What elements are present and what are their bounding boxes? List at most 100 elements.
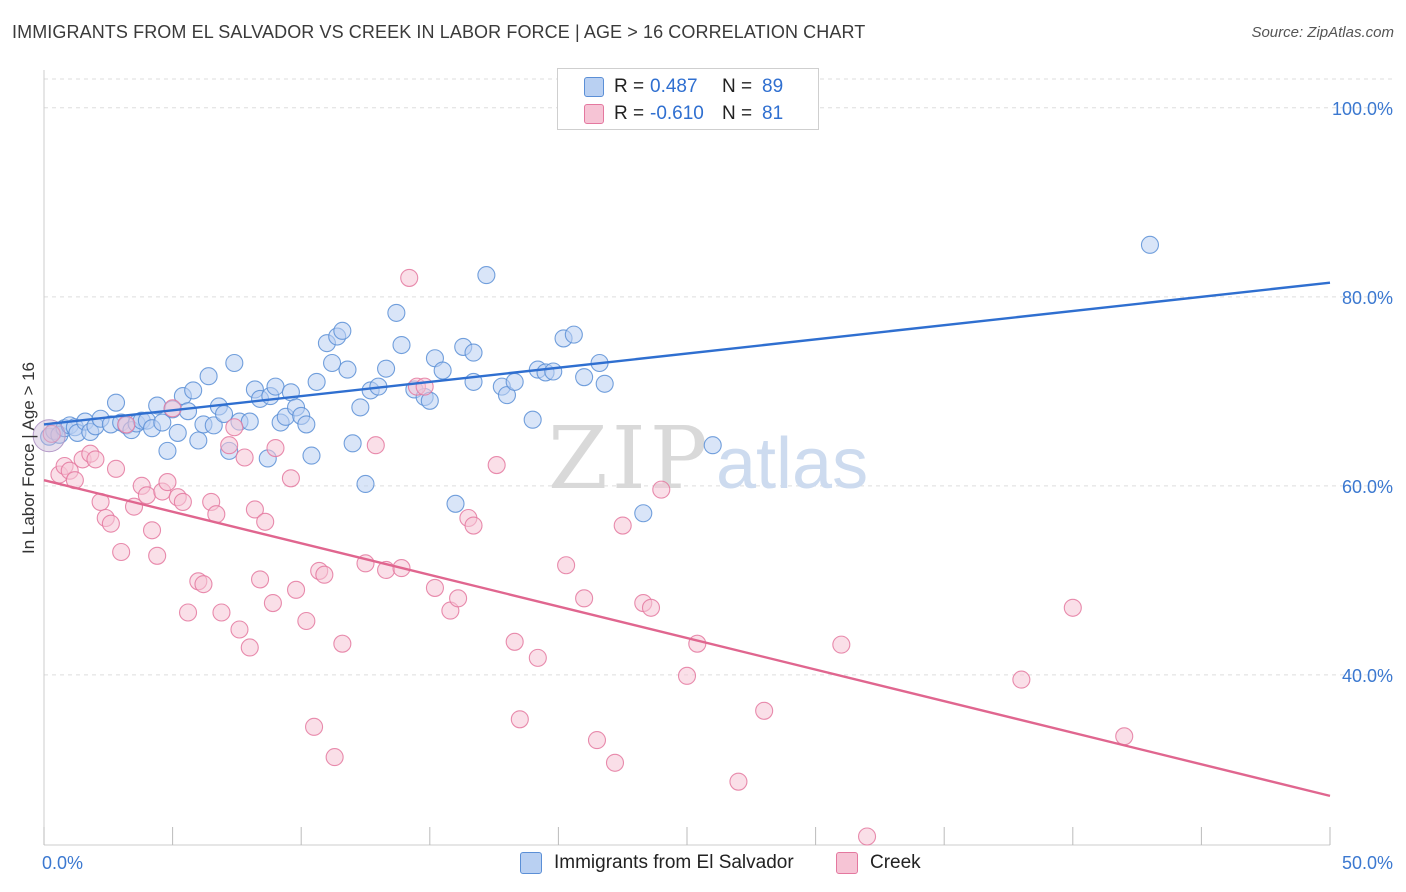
point-el-salvador bbox=[323, 353, 342, 373]
point-el-salvador bbox=[168, 423, 187, 442]
point-creek bbox=[240, 638, 259, 657]
point-el-salvador bbox=[464, 343, 483, 362]
point-el-salvador bbox=[477, 266, 496, 285]
point-el-salvador bbox=[703, 436, 722, 455]
point-creek bbox=[487, 456, 506, 475]
point-creek bbox=[729, 772, 748, 791]
point-creek bbox=[225, 418, 244, 437]
point-el-salvador bbox=[199, 367, 218, 386]
legend-r-label: R = bbox=[614, 103, 645, 124]
point-el-salvador bbox=[595, 374, 614, 393]
point-creek bbox=[142, 521, 162, 540]
y-tick-label: 40.0% bbox=[1342, 666, 1393, 686]
point-creek bbox=[263, 593, 282, 613]
grid-layer bbox=[44, 78, 1393, 676]
legend-row-blue: R = 0.487 N = 89 bbox=[584, 75, 783, 99]
point-el-salvador bbox=[356, 474, 375, 494]
point-el-salvador bbox=[153, 413, 172, 432]
legend-r-label: R = bbox=[614, 76, 645, 97]
point-el-salvador bbox=[266, 377, 285, 396]
point-creek bbox=[641, 598, 661, 617]
y-tick-label: 80.0% bbox=[1342, 288, 1393, 308]
point-el-salvador bbox=[505, 372, 524, 391]
legend-row-pink: R = -0.610 N = 81 bbox=[584, 102, 783, 126]
point-creek bbox=[137, 486, 156, 505]
point-creek bbox=[575, 589, 594, 608]
point-creek bbox=[178, 603, 198, 622]
x-tick-label: 0.0% bbox=[42, 853, 83, 873]
series-legend-item-blue: Immigrants from El Salvador bbox=[520, 852, 794, 874]
point-el-salvador bbox=[446, 494, 465, 513]
point-creek bbox=[297, 611, 316, 631]
point-creek bbox=[281, 469, 300, 488]
axis-layer bbox=[43, 70, 1331, 846]
point-creek bbox=[163, 399, 182, 418]
legend-r-value: 0.487 bbox=[650, 76, 698, 97]
point-creek bbox=[266, 438, 285, 458]
point-el-salvador bbox=[387, 303, 406, 322]
series-swatch-blue bbox=[520, 852, 542, 874]
point-creek bbox=[117, 415, 136, 434]
watermark-atlas: atlas bbox=[716, 424, 868, 504]
point-creek bbox=[425, 578, 444, 597]
point-el-salvador bbox=[392, 335, 411, 355]
legend-n-value: 81 bbox=[762, 103, 784, 124]
point-creek bbox=[220, 436, 239, 455]
point-creek bbox=[505, 632, 524, 651]
point-creek bbox=[112, 542, 131, 562]
point-el-salvador bbox=[634, 504, 653, 523]
point-creek bbox=[158, 473, 177, 492]
point-creek bbox=[245, 500, 264, 519]
point-creek bbox=[510, 710, 529, 729]
point-el-salvador bbox=[225, 353, 244, 373]
point-el-salvador bbox=[297, 415, 316, 434]
point-creek bbox=[557, 556, 576, 575]
point-el-salvador bbox=[544, 362, 563, 381]
point-creek bbox=[148, 546, 167, 565]
point-creek bbox=[86, 450, 105, 469]
legend-n-label: N = bbox=[722, 103, 753, 124]
series-legend: Immigrants from El Salvador Creek bbox=[0, 852, 1406, 876]
point-creek bbox=[400, 268, 419, 287]
point-el-salvador bbox=[333, 321, 352, 340]
point-el-salvador bbox=[189, 431, 208, 450]
watermark: ZIP atlas bbox=[548, 409, 868, 509]
point-creek bbox=[755, 701, 774, 720]
point-el-salvador bbox=[564, 325, 583, 344]
correlation-legend: R = 0.487 N = 89 R = -0.610 N = 81 bbox=[557, 68, 819, 130]
legend-r-value: -0.610 bbox=[650, 103, 704, 124]
point-creek bbox=[287, 580, 306, 599]
point-creek bbox=[613, 516, 632, 535]
series-legend-item-pink: Creek bbox=[836, 852, 921, 874]
x-tick-label: 50.0% bbox=[1342, 853, 1393, 873]
trend-layer bbox=[43, 281, 1331, 798]
point-creek bbox=[305, 717, 324, 736]
point-creek bbox=[1063, 598, 1082, 617]
y-tick-label: 60.0% bbox=[1342, 477, 1393, 497]
legend-n-value: 89 bbox=[762, 76, 784, 97]
trend-line-creek bbox=[43, 479, 1331, 798]
point-creek bbox=[333, 634, 352, 653]
point-creek bbox=[1012, 670, 1031, 689]
point-creek bbox=[528, 648, 547, 667]
point-creek bbox=[652, 480, 671, 499]
series-swatch-pink bbox=[836, 852, 858, 874]
point-creek bbox=[587, 731, 607, 750]
series-legend-label: Creek bbox=[870, 852, 921, 873]
point-creek bbox=[106, 459, 126, 478]
point-creek bbox=[256, 512, 275, 531]
trend-line-el-salvador bbox=[43, 281, 1331, 426]
y-axis-title: In Labor Force | Age > 16 bbox=[19, 362, 38, 554]
source-label: Source: ZipAtlas.com bbox=[1251, 24, 1394, 41]
watermark-zip: ZIP bbox=[548, 409, 712, 509]
point-el-salvador bbox=[240, 412, 259, 431]
point-creek bbox=[42, 424, 61, 443]
legend-n-label: N = bbox=[722, 76, 753, 97]
point-creek bbox=[325, 748, 344, 767]
label-layer: 40.0% 60.0% 80.0% 100.0% 0.0% 50.0% In Labor F… bbox=[19, 99, 1393, 873]
point-creek bbox=[366, 436, 385, 455]
point-creek bbox=[677, 666, 697, 685]
point-creek bbox=[173, 492, 192, 511]
